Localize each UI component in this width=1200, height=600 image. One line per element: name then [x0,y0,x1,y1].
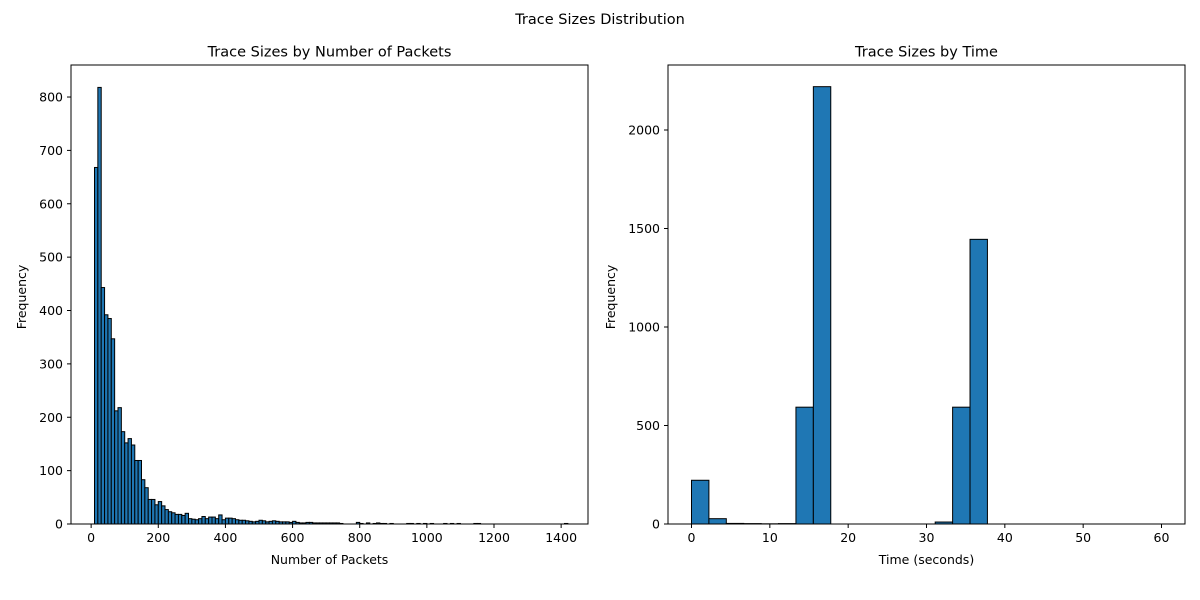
histogram-bar [134,459,139,525]
packets-axes-frame [70,64,589,525]
histogram-bar [235,519,240,525]
y-tick-label: 2000 [628,123,660,138]
histogram-bar [110,338,116,525]
histogram-bar [812,86,832,525]
x-tick-label: 10 [762,530,778,545]
histogram-bar [795,406,814,525]
histogram-bar [952,406,971,525]
time-histogram: Trace Sizes by Time Time (seconds) Frequ… [603,45,1186,567]
histogram-bar [157,501,163,525]
histogram-bar [177,513,183,525]
histogram-bar [231,518,236,525]
time-y-axis-label: Frequency [603,264,618,329]
y-tick-label: 800 [39,90,63,105]
histogram-bar [184,512,189,525]
packets-y-axis-label: Frequency [14,264,29,329]
histogram-bar [708,518,727,525]
x-tick-label: 1200 [478,530,510,545]
histogram-bar [164,509,169,525]
histogram-bar [201,516,206,525]
histogram-bar [204,518,210,525]
histogram-bar [211,516,216,525]
histogram-bar [198,518,203,525]
histogram-bar [181,514,186,525]
x-tick-label: 0 [688,530,696,545]
histogram-bar [141,479,146,525]
histogram-bar [144,487,149,525]
histogram-bar [258,519,263,525]
histogram-bar [104,314,109,525]
x-tick-label: 1400 [545,530,577,545]
histogram-bar [137,459,142,525]
histogram-bar [194,519,200,525]
histogram-bar [100,287,106,525]
x-tick-label: 800 [348,530,372,545]
histogram-bar [94,166,99,525]
time-chart-title: Trace Sizes by Time [854,45,998,61]
histogram-bar [188,518,193,525]
packets-x-axis-label: Number of Packets [271,552,389,567]
histogram-bar [174,513,179,525]
histogram-bar [154,504,159,525]
histogram-bar [208,516,213,525]
histogram-bar [124,442,129,525]
x-tick-label: 60 [1154,530,1170,545]
y-tick-label: 0 [55,517,63,532]
histogram-bar [171,512,176,525]
packets-chart-title: Trace Sizes by Number of Packets [207,45,452,61]
histogram-bar [114,410,119,525]
packets-bars [94,86,569,525]
histogram-bar [224,517,230,525]
histogram-bar [107,318,112,525]
histogram-bar [161,505,166,525]
x-tick-label: 400 [213,530,237,545]
time-x-axis-label: Time (seconds) [878,552,974,567]
histogram-bar [221,519,226,525]
histogram-bar [238,519,243,525]
histogram-bar [691,479,710,525]
time-axes-frame [667,64,1186,525]
histogram-bar [117,407,122,525]
y-tick-label: 100 [39,463,63,478]
x-tick-label: 50 [1075,530,1091,545]
histogram-bar [228,517,233,525]
y-tick-label: 300 [39,356,63,371]
y-tick-label: 500 [39,250,63,265]
histogram-bar [167,511,173,525]
histogram-bar [120,431,126,525]
x-tick-label: 200 [146,530,170,545]
x-tick-label: 600 [281,530,305,545]
packets-histogram: Trace Sizes by Number of Packets Number … [14,45,589,567]
figure-title: Trace Sizes Distribution [514,12,685,28]
histogram-bar [969,238,988,525]
time-bars [691,86,988,525]
histogram-bar [130,444,136,525]
x-tick-label: 40 [997,530,1013,545]
x-tick-label: 30 [919,530,935,545]
y-tick-label: 200 [39,410,63,425]
y-tick-label: 400 [39,303,63,318]
y-tick-label: 1500 [628,221,660,236]
histogram-bar [127,438,132,525]
y-tick-label: 700 [39,143,63,158]
x-tick-label: 1000 [411,530,443,545]
histogram-bar [151,498,156,525]
y-tick-label: 600 [39,196,63,211]
histogram-bar [214,518,220,525]
histogram-bar [241,519,247,525]
y-tick-label: 500 [636,418,660,433]
x-tick-label: 20 [840,530,856,545]
histogram-bar [147,498,153,525]
histogram-bar [218,514,223,525]
y-tick-label: 1000 [628,320,660,335]
y-tick-label: 0 [652,517,660,532]
histogram-bar [191,518,196,525]
x-tick-label: 0 [87,530,95,545]
histogram-bar [97,86,102,525]
